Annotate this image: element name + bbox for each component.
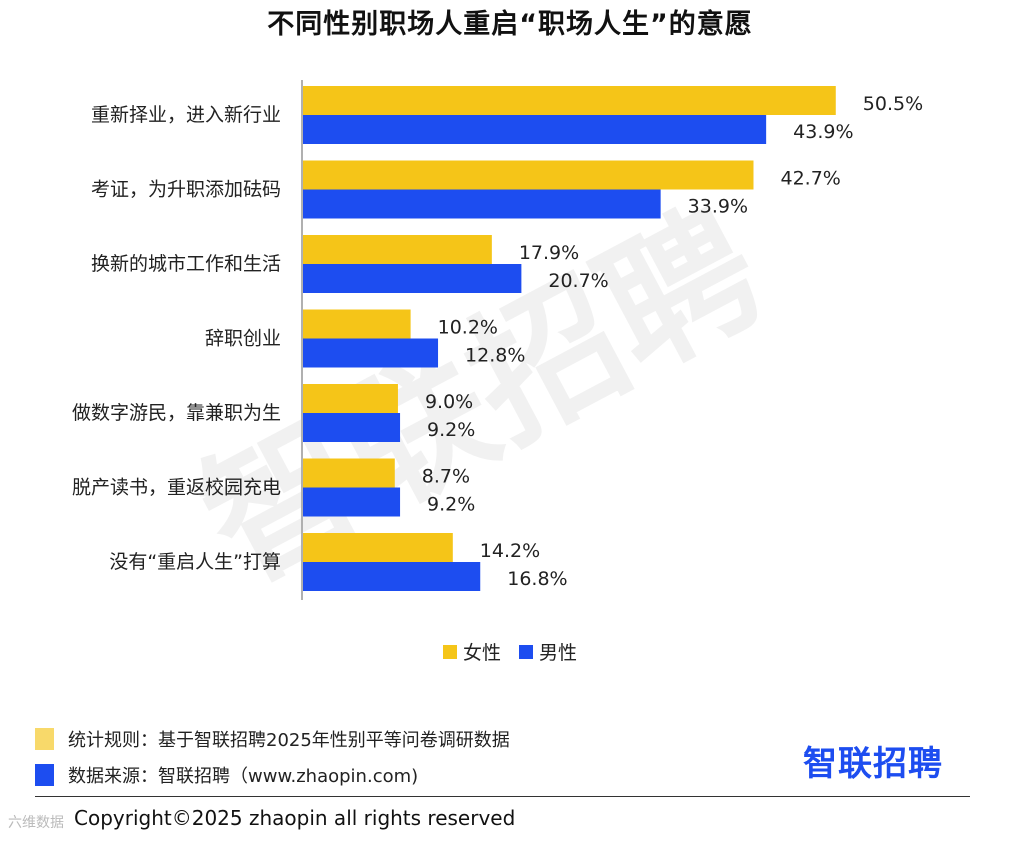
- footnote-source: 数据来源：智联招聘（www.zhaopin.com): [35, 762, 418, 788]
- value-label-female: 17.9%: [519, 242, 579, 264]
- value-label-male: 9.2%: [427, 419, 475, 441]
- category-label: 考证，为升职添加砝码: [91, 179, 281, 201]
- legend-swatch-male: [519, 644, 533, 659]
- footnote-rule-text: 统计规则：基于智联招聘2025年性别平等问卷调研数据: [68, 730, 510, 751]
- legend-swatch-female: [442, 644, 457, 659]
- legend-item-male: 男性: [519, 638, 577, 665]
- category-label: 辞职创业: [205, 328, 281, 350]
- footer-divider: [35, 796, 970, 797]
- bar-chart: 重新择业，进入新行业 50.5% 43.9% 考证，为升职添加砝码 42.7% 33.9%…: [72, 80, 923, 600]
- value-label-male: 12.8%: [465, 345, 525, 367]
- bar-male: [303, 413, 401, 442]
- category-label: 没有“重启人生”打算: [109, 551, 281, 573]
- value-label-female: 50.5%: [863, 93, 923, 115]
- legend-item-female: 女性: [442, 638, 501, 665]
- bar-female: [303, 309, 411, 339]
- category-label: 换新的城市工作和生活: [91, 253, 281, 275]
- category-label: 重新择业，进入新行业: [91, 104, 281, 126]
- bar-male: [303, 338, 439, 368]
- value-label-male: 33.9%: [688, 196, 748, 218]
- bar-female: [303, 86, 836, 115]
- value-label-male: 16.8%: [507, 568, 567, 590]
- bar-male: [303, 115, 767, 144]
- legend: 女性 男性: [0, 638, 1020, 665]
- chart-title: 不同性别职场人重启“职场人生”的意愿: [267, 9, 753, 40]
- category-label: 做数字游民，靠兼职为生: [72, 402, 281, 424]
- footnote-rule: 统计规则：基于智联招聘2025年性别平等问卷调研数据: [35, 726, 510, 752]
- value-label-female: 8.7%: [422, 466, 470, 488]
- value-label-female: 42.7%: [780, 168, 840, 190]
- bar-female: [303, 533, 453, 562]
- value-label-female: 14.2%: [480, 540, 540, 562]
- bar-male: [303, 487, 401, 517]
- footnote-rule-marker: [35, 728, 54, 750]
- value-label-female: 10.2%: [438, 317, 498, 339]
- footnote-source-text: 数据来源：智联招聘（www.zhaopin.com): [68, 766, 419, 787]
- bar-female: [303, 458, 395, 488]
- brand-logo: 智联招聘: [803, 744, 943, 784]
- value-label-male: 9.2%: [427, 494, 475, 516]
- bar-female: [303, 235, 492, 264]
- legend-label-female: 女性: [462, 642, 501, 664]
- bar-male: [303, 562, 481, 591]
- category-label: 脱产读书，重返校园充电: [72, 477, 281, 499]
- copyright-text: Copyright©2025 zhaopin all rights reserv…: [74, 806, 516, 830]
- bar-female: [303, 160, 754, 190]
- value-label-female: 9.0%: [425, 391, 473, 413]
- value-label-male: 43.9%: [793, 121, 853, 143]
- footnote-source-marker: [35, 764, 54, 786]
- bar-male: [303, 264, 522, 293]
- corner-watermark: 六维数据: [8, 815, 64, 831]
- value-label-male: 20.7%: [548, 270, 608, 292]
- bar-female: [303, 384, 398, 413]
- bar-male: [303, 189, 661, 219]
- legend-label-male: 男性: [539, 642, 578, 664]
